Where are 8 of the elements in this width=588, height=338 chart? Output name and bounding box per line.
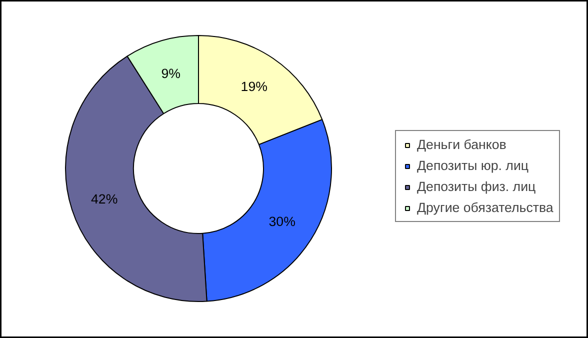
legend-label: Деньги банков: [417, 137, 506, 152]
data-label: 42%: [91, 192, 118, 207]
data-label: 19%: [240, 79, 268, 94]
legend-label: Депозиты физ. лиц: [417, 179, 536, 194]
legend-label: Другие обязательства: [417, 200, 554, 215]
data-label: 9%: [161, 66, 181, 81]
legend-label: Депозиты юр. лиц: [417, 158, 529, 173]
data-label: 30%: [268, 214, 296, 230]
